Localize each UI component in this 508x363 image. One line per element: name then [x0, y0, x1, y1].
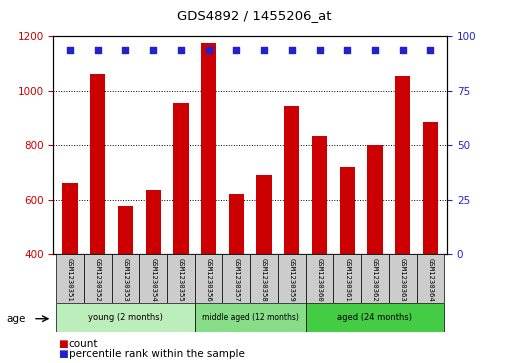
Bar [84, 254, 112, 303]
Bar [284, 106, 299, 363]
Bar [423, 122, 438, 363]
Text: ■: ■ [58, 339, 68, 349]
Text: GSM1230352: GSM1230352 [94, 258, 101, 302]
Bar [250, 254, 278, 303]
Bar [173, 103, 188, 363]
Text: middle aged (12 months): middle aged (12 months) [202, 313, 299, 322]
Point [93, 47, 102, 53]
Text: ■: ■ [58, 349, 68, 359]
Bar [229, 194, 244, 363]
Bar [112, 254, 139, 303]
Bar [62, 183, 78, 363]
Bar [118, 207, 133, 363]
Text: GSM1230364: GSM1230364 [427, 258, 433, 302]
Bar [195, 303, 306, 332]
Bar [223, 254, 250, 303]
Point [315, 47, 324, 53]
Point [66, 47, 74, 53]
Text: GSM1230356: GSM1230356 [206, 258, 212, 302]
Bar [306, 303, 444, 332]
Text: GSM1230353: GSM1230353 [122, 258, 129, 302]
Point [426, 47, 434, 53]
Point [260, 47, 268, 53]
Point [121, 47, 130, 53]
Text: GSM1230362: GSM1230362 [372, 258, 378, 302]
Text: GSM1230361: GSM1230361 [344, 258, 350, 302]
Text: GSM1230355: GSM1230355 [178, 258, 184, 302]
Bar [395, 76, 410, 363]
Bar [333, 254, 361, 303]
Point [288, 47, 296, 53]
Bar [90, 74, 105, 363]
Text: GSM1230357: GSM1230357 [233, 258, 239, 302]
Bar [312, 136, 327, 363]
Bar [257, 175, 272, 363]
Bar [417, 254, 444, 303]
Bar [145, 190, 161, 363]
Text: GDS4892 / 1455206_at: GDS4892 / 1455206_at [177, 9, 331, 22]
Text: aged (24 months): aged (24 months) [337, 313, 412, 322]
Bar [389, 254, 417, 303]
Bar [139, 254, 167, 303]
Bar [56, 303, 195, 332]
Bar [278, 254, 306, 303]
Point [149, 47, 157, 53]
Point [343, 47, 352, 53]
Bar [306, 254, 333, 303]
Point [371, 47, 379, 53]
Point [205, 47, 213, 53]
Bar [367, 145, 383, 363]
Text: count: count [69, 339, 98, 349]
Bar [340, 167, 355, 363]
Text: GSM1230359: GSM1230359 [289, 258, 295, 302]
Point [232, 47, 240, 53]
Text: young (2 months): young (2 months) [88, 313, 163, 322]
Bar [195, 254, 223, 303]
Bar [56, 254, 84, 303]
Bar [167, 254, 195, 303]
Text: age: age [7, 314, 26, 324]
Text: GSM1230351: GSM1230351 [67, 258, 73, 302]
Text: GSM1230360: GSM1230360 [316, 258, 323, 302]
Bar [201, 43, 216, 363]
Text: GSM1230354: GSM1230354 [150, 258, 156, 302]
Point [177, 47, 185, 53]
Point [399, 47, 407, 53]
Text: GSM1230358: GSM1230358 [261, 258, 267, 302]
Bar [361, 254, 389, 303]
Text: GSM1230363: GSM1230363 [400, 258, 406, 302]
Text: percentile rank within the sample: percentile rank within the sample [69, 349, 244, 359]
